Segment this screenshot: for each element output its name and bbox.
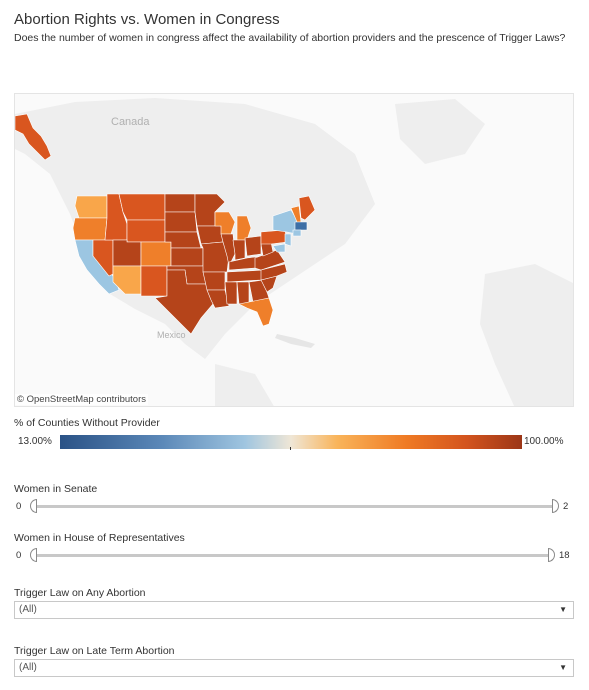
dashboard-title: Abortion Rights vs. Women in Congress xyxy=(14,11,280,28)
state-colorado[interactable] xyxy=(140,241,172,267)
state-north-dakota[interactable] xyxy=(164,193,196,213)
state-florida[interactable] xyxy=(238,297,274,327)
legend-midpoint-marker xyxy=(290,447,291,450)
legend-color-ramp xyxy=(60,435,522,450)
map-label-canada: Canada xyxy=(111,116,150,128)
senate-max-handle[interactable] xyxy=(552,499,559,513)
house-max-handle[interactable] xyxy=(548,548,555,562)
land-east xyxy=(480,264,573,406)
state-mississippi[interactable] xyxy=(224,281,238,305)
land-greenland xyxy=(395,99,485,164)
chevron-down-icon[interactable]: ▼ xyxy=(559,605,567,614)
house-range-slider[interactable]: 0 18 xyxy=(14,546,574,564)
trigger-late-filter-title: Trigger Law on Late Term Abortion xyxy=(14,645,175,657)
state-tennessee[interactable] xyxy=(226,269,266,283)
trigger-any-selected-value: (All) xyxy=(19,604,37,615)
trigger-any-dropdown[interactable]: (All) ▼ xyxy=(14,601,574,619)
senate-range-slider[interactable]: 0 2 xyxy=(14,497,574,515)
house-max-label: 18 xyxy=(559,550,570,561)
state-south-dakota[interactable] xyxy=(164,211,198,233)
state-massachusetts[interactable] xyxy=(294,221,308,231)
caribbean-islands xyxy=(275,334,315,348)
state-michigan[interactable] xyxy=(236,215,252,241)
state-alabama[interactable] xyxy=(236,281,250,305)
legend-title: % of Counties Without Provider xyxy=(14,417,160,429)
legend-max-label: 100.00% xyxy=(524,436,564,447)
senate-filter-title: Women in Senate xyxy=(14,483,98,495)
chevron-down-icon[interactable]: ▼ xyxy=(559,663,567,672)
state-north-carolina[interactable] xyxy=(260,263,288,281)
house-min-handle[interactable] xyxy=(30,548,37,562)
state-indiana[interactable] xyxy=(232,239,246,261)
state-oregon[interactable] xyxy=(72,217,108,241)
senate-min-label: 0 xyxy=(16,501,22,512)
senate-min-handle[interactable] xyxy=(30,499,37,513)
state-montana[interactable] xyxy=(118,193,166,221)
trigger-late-selected-value: (All) xyxy=(19,662,37,673)
house-slider-track[interactable] xyxy=(36,554,550,557)
legend-min-label: 13.00% xyxy=(18,436,52,447)
state-iowa[interactable] xyxy=(196,225,224,245)
state-arkansas[interactable] xyxy=(202,271,226,291)
state-kansas[interactable] xyxy=(170,247,204,267)
map-credit[interactable]: © OpenStreetMap contributors xyxy=(15,394,148,405)
choropleth-map[interactable]: Canada Mexico © OpenStreetMap contributo… xyxy=(14,93,574,407)
senate-slider-track[interactable] xyxy=(36,505,554,508)
map-canvas[interactable] xyxy=(15,94,574,407)
state-washington[interactable] xyxy=(74,195,108,219)
state-pennsylvania[interactable] xyxy=(260,229,288,245)
state-maine[interactable] xyxy=(298,195,316,221)
state-louisiana[interactable] xyxy=(206,289,230,309)
dashboard-subtitle: Does the number of women in congress aff… xyxy=(14,32,566,44)
land-south xyxy=(215,364,274,406)
state-texas[interactable] xyxy=(154,269,214,335)
house-filter-title: Women in House of Representatives xyxy=(14,532,185,544)
house-min-label: 0 xyxy=(16,550,22,561)
state-ohio[interactable] xyxy=(244,235,262,257)
state-alaska[interactable] xyxy=(15,113,52,161)
senate-max-label: 2 xyxy=(563,501,569,512)
state-new-jersey[interactable] xyxy=(284,233,292,247)
state-arizona[interactable] xyxy=(112,265,142,295)
state-new-mexico[interactable] xyxy=(140,265,168,297)
state-utah[interactable] xyxy=(112,239,142,267)
trigger-late-dropdown[interactable]: (All) ▼ xyxy=(14,659,574,677)
state-connecticut[interactable] xyxy=(292,229,302,237)
state-maryland[interactable] xyxy=(272,243,286,253)
state-virginia[interactable] xyxy=(254,249,286,271)
map-label-mexico: Mexico xyxy=(157,330,186,340)
trigger-any-filter-title: Trigger Law on Any Abortion xyxy=(14,587,146,599)
state-wyoming[interactable] xyxy=(126,219,166,243)
